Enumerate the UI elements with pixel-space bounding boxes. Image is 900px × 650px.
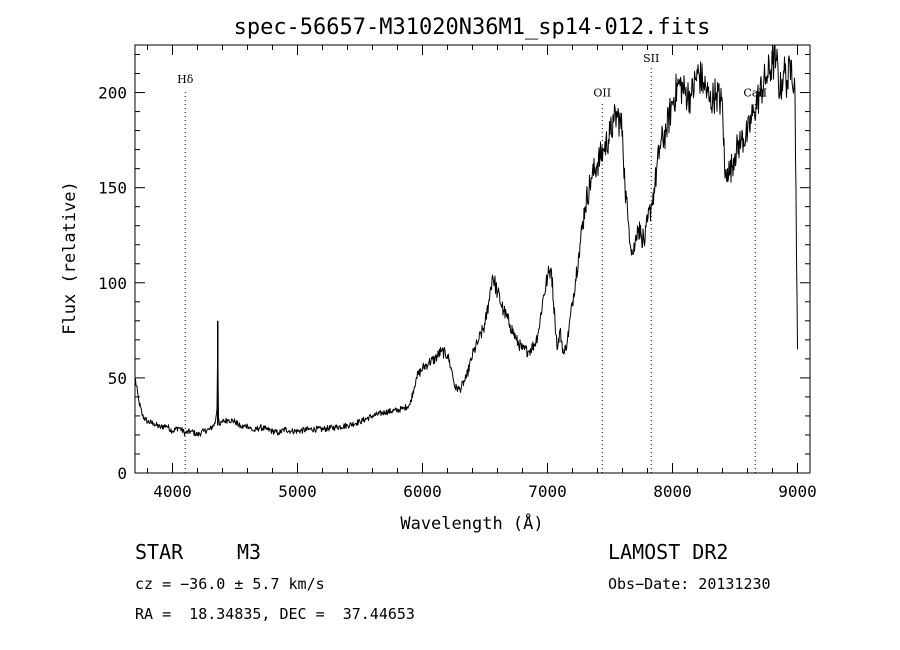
spectral-line-label: Hδ [177, 73, 194, 86]
x-tick-label: 7000 [528, 482, 567, 501]
x-tick-label: 5000 [278, 482, 317, 501]
y-tick-label: 0 [117, 464, 127, 483]
chart-title: spec-56657-M31020N36M1_sp14-012.fits [234, 15, 711, 40]
plot-border [134, 44, 811, 474]
y-axis: 0 50 100 150 200 [98, 54, 810, 483]
spectrum-series [134, 44, 798, 437]
spectral-line-label: OII [593, 86, 611, 99]
redshift-value: cz = −36.0 ± 5.7 km/s [135, 575, 325, 593]
y-tick-label: 150 [98, 179, 127, 198]
x-axis-label: Wavelength (Å) [400, 512, 543, 534]
x-tick-label: 8000 [653, 482, 692, 501]
x-tick-label: 6000 [403, 482, 442, 501]
object-class: STAR [135, 540, 184, 564]
y-tick-label: 100 [98, 274, 127, 293]
x-axis: 4000 5000 6000 7000 8000 9000 [147, 45, 817, 501]
object-subclass: M3 [237, 540, 262, 564]
spectrum-line [134, 44, 798, 437]
coordinates: RA = 18.34835, DEC = 37.44653 [135, 605, 415, 623]
x-tick-label: 4000 [153, 482, 192, 501]
y-axis-label: Flux (relative) [60, 181, 80, 335]
spectral-line-label: SII [643, 52, 659, 65]
survey-name: LAMOST DR2 [608, 540, 729, 564]
observation-date: Obs−Date: 20131230 [608, 575, 771, 593]
y-tick-label: 200 [98, 84, 127, 103]
x-tick-label: 9000 [778, 482, 817, 501]
plot-frame [134, 44, 811, 474]
y-tick-label: 50 [108, 369, 127, 388]
